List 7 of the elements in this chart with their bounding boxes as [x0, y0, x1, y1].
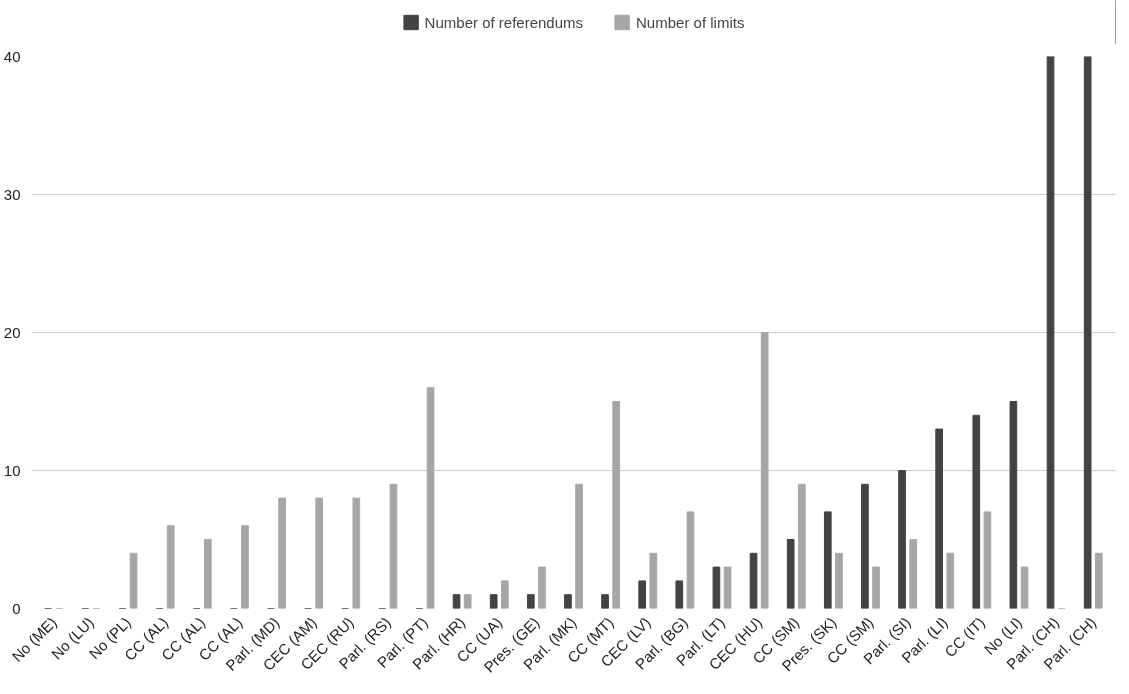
y-tick-label: 0	[12, 599, 21, 617]
legend-label: Number of limits	[636, 13, 745, 31]
y-tick-label: 10	[3, 461, 21, 479]
y-tick-label: 20	[3, 323, 21, 341]
y-tick-label: 40	[3, 47, 21, 65]
y-tick-label: 30	[3, 185, 21, 203]
legend-label: Number of referendums	[424, 13, 584, 31]
